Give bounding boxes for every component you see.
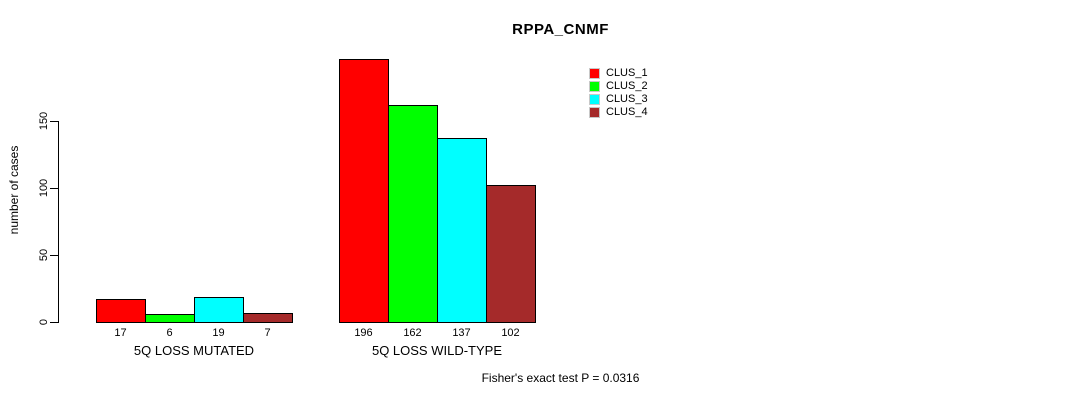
- bar-value-label: 137: [452, 327, 471, 339]
- bar-clus_1-group1: [96, 299, 146, 323]
- bar-clus_4-group1: [243, 313, 293, 323]
- legend-row-clus_4: CLUS_4: [589, 106, 648, 119]
- y-axis-line: [58, 121, 59, 323]
- group-label: 5Q LOSS MUTATED: [133, 343, 255, 358]
- fisher-test-annotation: Fisher's exact test P = 0.0316: [481, 371, 640, 385]
- y-axis-title: number of cases: [7, 145, 21, 235]
- legend: CLUS_1 CLUS_2 CLUS_3 CLUS_4: [589, 67, 648, 119]
- chart-title: RPPA_CNMF: [512, 21, 609, 38]
- legend-row-clus_1: CLUS_1: [589, 67, 648, 80]
- bar-value-label: 162: [403, 327, 422, 339]
- group-label: 5Q LOSS WILD-TYPE: [371, 343, 503, 358]
- legend-label: CLUS_1: [606, 67, 648, 79]
- legend-swatch-icon: [589, 107, 600, 118]
- bar-clus_4-group2: [486, 185, 536, 323]
- y-tick-label: 50: [38, 248, 50, 262]
- bar-clus_3-group2: [437, 138, 487, 323]
- legend-label: CLUS_4: [606, 106, 648, 118]
- legend-label: CLUS_2: [606, 80, 648, 92]
- bar-clus_2-group2: [388, 105, 438, 323]
- legend-label: CLUS_3: [606, 93, 648, 105]
- bar-value-label: 102: [501, 327, 520, 339]
- y-tick-mark: [50, 121, 58, 122]
- y-tick-label: 150: [38, 111, 50, 131]
- y-tick-mark: [50, 188, 58, 189]
- bar-value-label: 17: [114, 327, 127, 339]
- bar-value-label: 19: [212, 327, 225, 339]
- legend-row-clus_2: CLUS_2: [589, 80, 648, 93]
- legend-row-clus_3: CLUS_3: [589, 93, 648, 106]
- legend-swatch-icon: [589, 94, 600, 105]
- y-tick-label: 0: [38, 318, 50, 326]
- bar-value-label: 6: [166, 327, 173, 339]
- legend-swatch-icon: [589, 68, 600, 79]
- legend-swatch-icon: [589, 81, 600, 92]
- bar-clus_1-group2: [339, 59, 389, 323]
- bar-clus_3-group1: [194, 297, 244, 323]
- y-tick-label: 100: [38, 178, 50, 198]
- y-tick-mark: [50, 322, 58, 323]
- bar-value-label: 196: [354, 327, 373, 339]
- bar-clus_2-group1: [145, 314, 195, 323]
- bar-value-label: 7: [264, 327, 271, 339]
- y-tick-mark: [50, 255, 58, 256]
